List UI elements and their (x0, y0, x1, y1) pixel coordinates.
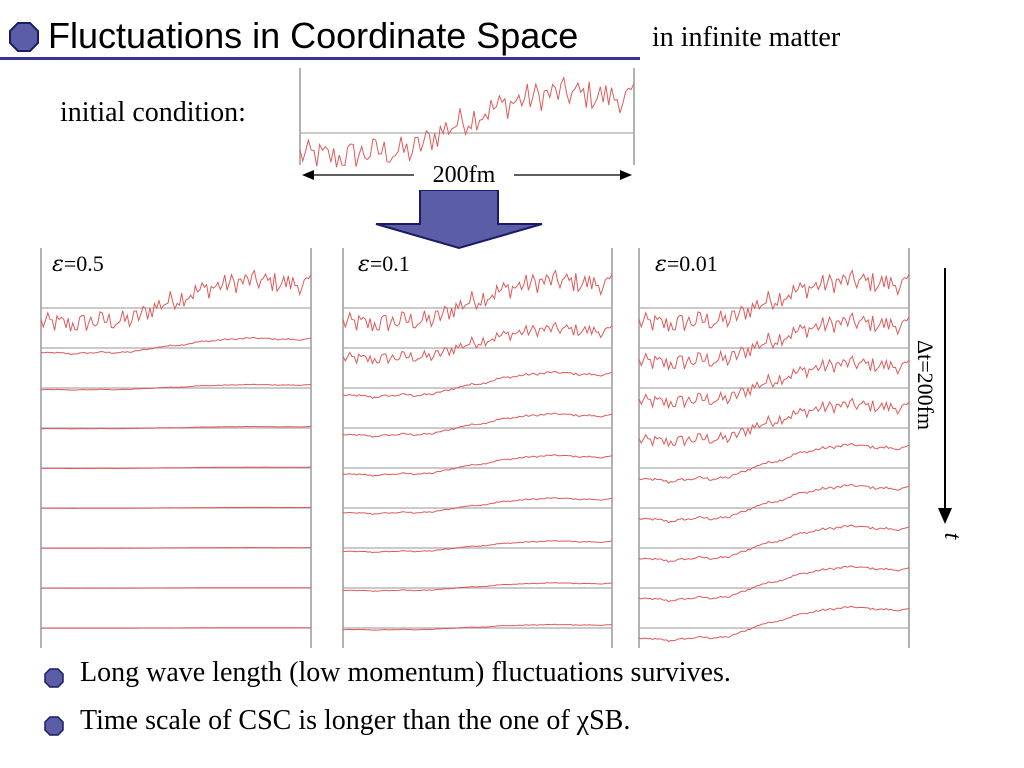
epsilon-value: =0.1 (369, 251, 410, 276)
width-label: 200fm (414, 160, 514, 190)
epsilon-label-0-5: ε=0.5 (52, 250, 104, 279)
bullet-text-1: Long wave length (low momentum) fluctuat… (80, 657, 731, 688)
snapshot-curve (41, 546, 312, 549)
snapshot-curve (638, 524, 910, 563)
snapshot-curve (40, 506, 311, 509)
panels-group (40, 248, 910, 648)
initial-condition-curve (299, 76, 635, 168)
width-arrow-left-head (302, 170, 314, 180)
snapshot-curve (638, 565, 910, 603)
time-axis-arrow-head (938, 508, 952, 524)
snapshot-curve (342, 321, 613, 366)
snapshot-curve (638, 312, 910, 372)
snapshot-curve (40, 336, 312, 356)
snapshot-curve (638, 397, 910, 448)
epsilon-symbol: ε (358, 252, 370, 277)
epsilon-value: =0.5 (63, 251, 104, 276)
epsilon-label-0-01: ε=0.01 (655, 250, 718, 279)
epsilon-label-0-1: ε=0.1 (358, 250, 410, 279)
snapshot-curve (638, 605, 910, 642)
panel-1 (342, 248, 613, 648)
snapshot-curve (638, 483, 910, 524)
page-subtitle: in infinite matter (652, 22, 841, 53)
snapshot-curve (342, 370, 613, 399)
snapshot-curve (41, 627, 311, 629)
bullet-icon (44, 668, 64, 688)
snapshot-curve (40, 269, 312, 332)
epsilon-symbol: ε (52, 252, 64, 277)
bullet-icon (44, 716, 64, 736)
snapshot-curve (342, 582, 613, 592)
snapshot-curve (40, 425, 312, 430)
snapshot-curve (342, 623, 613, 631)
snapshot-curve (342, 497, 613, 515)
panel-2 (638, 248, 910, 648)
epsilon-value: =0.01 (666, 251, 718, 276)
snapshot-curve (342, 454, 613, 477)
page-title: Fluctuations in Coordinate Space (48, 15, 579, 56)
snapshot-curve (41, 587, 311, 589)
epsilon-symbol: ε (655, 252, 667, 277)
snapshot-curve (638, 443, 910, 484)
snapshot-curve (342, 269, 613, 332)
title-bullet-icon (9, 22, 39, 52)
time-interval-label: Δt=200fm (913, 339, 938, 431)
snapshot-curve (638, 269, 910, 332)
snapshot-curve (342, 540, 613, 554)
evolution-arrow-icon (375, 189, 543, 250)
snapshot-curve (40, 466, 311, 470)
initial-condition-label: initial condition: (60, 97, 246, 128)
bullet-text-2: Time scale of CSC is longer than the one… (80, 705, 631, 736)
snapshot-curve (40, 383, 312, 391)
snapshot-curve (638, 355, 910, 410)
panel-0 (40, 248, 312, 648)
width-arrow-right-head (620, 170, 632, 180)
snapshot-curve (342, 412, 613, 438)
time-axis-label: t (939, 532, 965, 540)
title-underline (0, 57, 640, 60)
